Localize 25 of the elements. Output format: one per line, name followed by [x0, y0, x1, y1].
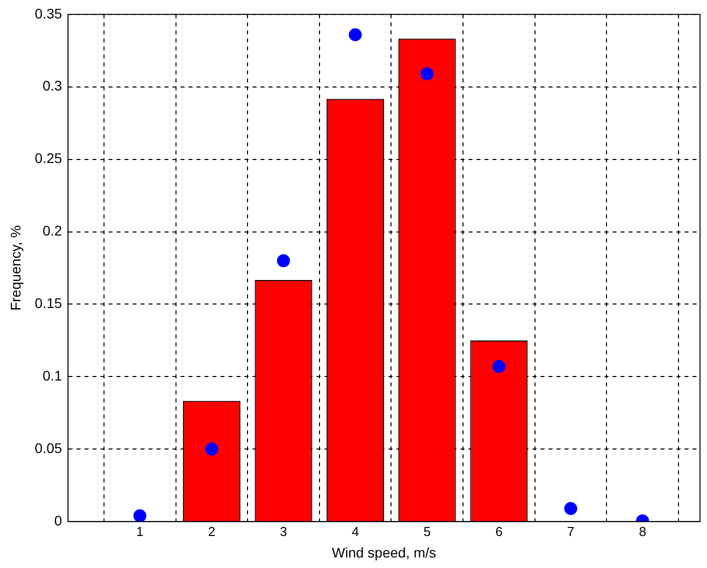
y-tick-label: 0.1 [42, 368, 62, 384]
y-tick-label: 0.15 [34, 295, 62, 312]
x-tick-label: 7 [567, 524, 574, 539]
point [205, 442, 218, 456]
y-axis-title: Frequency, % [7, 225, 24, 311]
x-tick-label: 3 [280, 524, 288, 539]
x-tick-label: 8 [638, 524, 646, 539]
y-tick-label: 0.3 [42, 78, 62, 94]
y-tick-label: 0 [54, 512, 62, 528]
x-tick-label: 5 [423, 524, 431, 539]
point [348, 28, 362, 42]
point [420, 67, 434, 80]
y-tick-label: 0.05 [34, 440, 62, 456]
x-axis-title: Wind speed, m/s [332, 544, 436, 560]
x-tick-label: 2 [208, 524, 216, 539]
x-tick-label: 1 [136, 524, 144, 539]
point [276, 254, 290, 268]
point [564, 502, 578, 516]
y-tick-label: 0.25 [34, 150, 62, 166]
point [133, 509, 146, 522]
x-tick-label: 4 [352, 524, 359, 539]
y-tick-label: 0.2 [42, 222, 62, 239]
x-tick-label: 6 [495, 524, 503, 539]
point [492, 360, 506, 374]
y-tick-label: 0.35 [34, 5, 62, 22]
